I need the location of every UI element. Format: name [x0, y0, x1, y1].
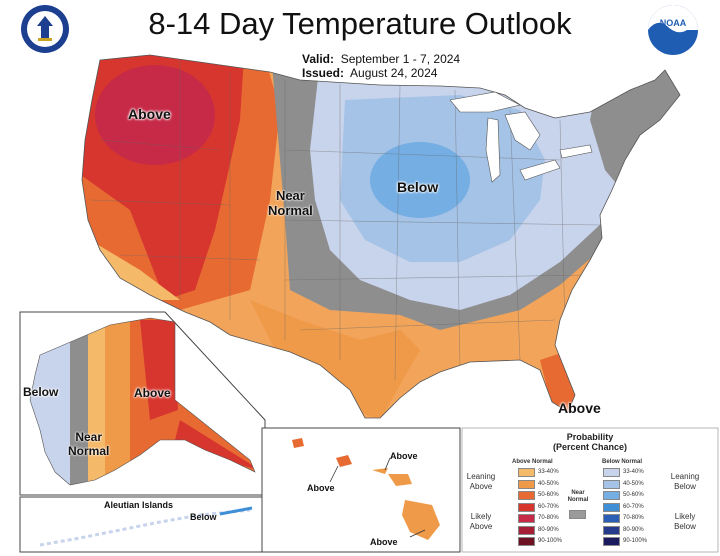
- legend-leaning-below: Leaning Below: [670, 472, 700, 491]
- label-hawaii-above-1: Above: [390, 451, 418, 461]
- valid-dates: Valid: September 1 - 7, 2024: [302, 52, 461, 66]
- label-hawaii-above-3: Above: [370, 537, 398, 547]
- legend-below-header: Below Normal: [602, 459, 643, 465]
- legend-below-label-0: 33-40%: [623, 469, 644, 475]
- legend-below-label-4: 70-80%: [623, 515, 644, 521]
- legend-below-label-6: 90-100%: [623, 538, 648, 544]
- legend-above-label-0: 33-40%: [538, 469, 559, 475]
- label-hawaii-above-2: Above: [307, 483, 335, 493]
- legend-below-swatch-2: [603, 491, 620, 500]
- legend-above-label-4: 70-80%: [538, 515, 559, 521]
- commerce-seal-logo: [21, 5, 69, 53]
- legend-below-swatch-6: [603, 537, 620, 546]
- legend-likely-below: Likely Below: [674, 512, 696, 531]
- issued-date: Issued: August 24, 2024: [302, 66, 438, 80]
- hawaii-inset: [261, 427, 461, 553]
- great-lakes: [449, 91, 593, 183]
- legend-above-label-2: 50-60%: [538, 492, 559, 498]
- aleutian-title: Aleutian Islands: [104, 500, 174, 510]
- label-above-northwest: Above: [128, 106, 171, 122]
- aleutian-inset: [19, 496, 266, 553]
- legend-below-label-1: 40-50%: [623, 480, 644, 487]
- legend-above-swatch-4: [518, 514, 535, 523]
- legend-above-swatch-3: [518, 502, 535, 512]
- legend-above-swatch-5: [518, 525, 535, 535]
- legend-above-label-5: 80-90%: [538, 526, 559, 533]
- legend-above-swatch-1: [518, 479, 535, 489]
- legend-title: Probability (Percent Chance): [552, 432, 628, 452]
- legend-above-label-3: 60-70%: [538, 503, 559, 510]
- label-near-normal: Near Normal: [268, 188, 313, 218]
- legend-near-normal: Near Normal: [567, 490, 589, 503]
- legend-above-swatch-2: [518, 491, 535, 500]
- legend-above-label-6: 90-100%: [538, 538, 563, 544]
- label-alaska-near-normal: Near Normal: [68, 430, 110, 458]
- legend-above-label-1: 40-50%: [538, 480, 559, 487]
- legend-below-label-3: 60-70%: [623, 503, 644, 510]
- label-alaska-below: Below: [23, 385, 59, 399]
- legend-below-swatch-3: [603, 502, 620, 512]
- svg-text:NOAA: NOAA: [660, 18, 687, 28]
- legend-near-normal-swatch: [569, 510, 586, 519]
- legend-likely-above: Likely Above: [469, 512, 493, 531]
- label-alaska-above: Above: [134, 386, 171, 400]
- label-below-midwest: Below: [397, 179, 439, 195]
- map-title: 8-14 Day Temperature Outlook: [148, 6, 572, 41]
- legend-leaning-above: Leaning Above: [466, 472, 496, 491]
- label-aleutian-below: Below: [190, 512, 217, 522]
- legend-above-swatch-0: [518, 468, 535, 477]
- legend-above-header: Above Normal: [512, 459, 553, 465]
- legend-below-label-2: 50-60%: [623, 492, 644, 498]
- noaa-logo: NOAA: [648, 5, 698, 55]
- conus-shading: [82, 55, 680, 418]
- legend-above-swatch-6: [518, 537, 535, 546]
- label-above-florida: Above: [558, 400, 601, 416]
- legend-below-swatch-1: [603, 479, 620, 489]
- legend-box: [461, 427, 719, 553]
- legend-below-swatch-0: [603, 468, 620, 477]
- legend-below-swatch-5: [603, 525, 620, 535]
- legend-below-label-5: 80-90%: [623, 526, 644, 533]
- legend-below-swatch-4: [603, 514, 620, 523]
